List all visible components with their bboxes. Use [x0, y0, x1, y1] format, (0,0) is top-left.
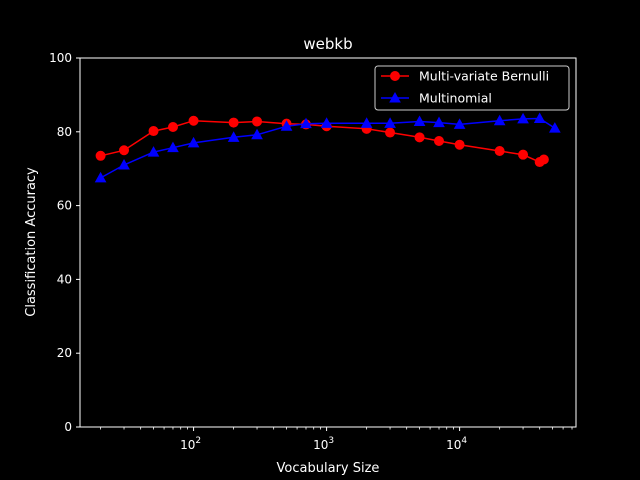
x-tick-exponent: 3	[328, 436, 334, 446]
data-point	[413, 115, 426, 126]
x-tick-exponent: 2	[195, 436, 201, 446]
data-point	[118, 158, 130, 170]
y-tick-label: 100	[49, 51, 72, 65]
y-tick-label: 80	[57, 125, 72, 139]
data-point	[414, 132, 425, 143]
data-point	[517, 112, 529, 124]
data-point	[94, 171, 107, 183]
legend-frame	[374, 65, 570, 111]
data-point	[167, 141, 179, 153]
data-point	[533, 112, 546, 124]
series-layer	[94, 112, 561, 183]
legend-items: Multi-variate Bernulli Multinomial	[381, 69, 549, 106]
y-axis-label: Classification Accuracy	[24, 167, 39, 317]
data-point	[95, 150, 106, 161]
data-point	[494, 145, 505, 156]
legend-entry: Multi-variate Bernulli	[381, 69, 549, 84]
data-point	[227, 131, 240, 142]
data-point	[538, 154, 549, 165]
data-point	[454, 139, 465, 150]
x-axis-label: Vocabulary Size	[277, 461, 380, 476]
x-tick-label: 102	[180, 436, 201, 452]
series-2	[94, 112, 561, 183]
data-point	[453, 118, 466, 129]
data-point	[433, 116, 445, 128]
data-point	[147, 146, 160, 157]
data-point	[148, 126, 159, 137]
data-point	[518, 149, 529, 160]
y-tick-label: 20	[57, 346, 72, 360]
data-point	[188, 115, 199, 126]
data-point	[300, 117, 312, 129]
y-tick-label: 60	[57, 199, 72, 213]
data-point	[384, 117, 396, 128]
data-point	[360, 117, 373, 128]
x-tick-base: 10	[446, 438, 461, 452]
data-point	[119, 145, 130, 156]
legend: Multi-variate Bernulli Multinomial	[374, 65, 570, 111]
data-point	[187, 136, 200, 148]
legend-label: Multinomial	[419, 91, 492, 106]
data-point	[385, 127, 396, 138]
data-point	[252, 116, 263, 127]
data-point	[228, 117, 239, 128]
data-point	[434, 136, 445, 147]
chart-title: webkb	[303, 35, 352, 53]
x-tick-label: 104	[446, 436, 467, 452]
data-point	[167, 122, 178, 133]
x-tick-base: 10	[180, 438, 195, 452]
y-tick-label: 40	[57, 272, 72, 286]
legend-entry: Multinomial	[381, 91, 492, 106]
y-tick-label: 0	[64, 420, 72, 434]
x-tick-base: 10	[313, 438, 328, 452]
data-point	[548, 122, 561, 133]
legend-marker	[390, 71, 400, 81]
data-point	[280, 120, 293, 131]
data-point	[251, 128, 263, 140]
x-tick-exponent: 4	[461, 436, 467, 446]
legend-label: Multi-variate Bernulli	[419, 69, 549, 84]
x-tick-label: 103	[313, 436, 334, 452]
data-point	[320, 117, 333, 128]
legend-marker	[389, 91, 401, 103]
plot-frame	[79, 57, 577, 428]
data-point	[493, 114, 506, 126]
